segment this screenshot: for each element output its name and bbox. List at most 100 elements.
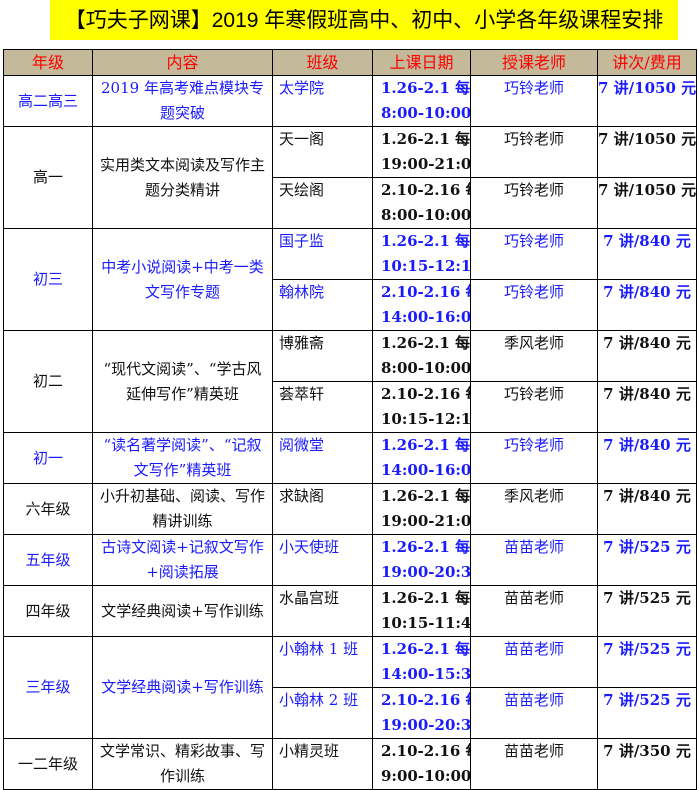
time-range: 19:00-21:00 [381, 155, 471, 173]
date-range: 1.26-2.1 每天 [381, 589, 471, 607]
teacher-cell: 巧铃老师 [470, 279, 598, 331]
date-range: 1.26-2.1 每天 [381, 640, 471, 658]
time-range: 8:00-10:00 [381, 359, 471, 377]
teacher-cell: 苗苗老师 [470, 585, 598, 637]
date-range: 1.26-2.1 每天 [381, 538, 471, 556]
fee-cell: 7 讲/1050 元 [597, 126, 697, 178]
fee-cell: 7 讲/1050 元 [597, 177, 697, 229]
time-range: 8:00-10:00 [381, 206, 471, 224]
content-cell: 实用类文本阅读及写作主题分类精讲 [92, 126, 273, 229]
teacher-cell: 巧铃老师 [470, 126, 598, 178]
page-title: 【巧夫子网课】2019 年寒假班高中、初中、小学各年级课程安排 [50, 0, 678, 40]
date-cell: 2.10-2.16 每天 9:00-10:00 [372, 738, 471, 790]
fee-cell: 7 讲/525 元 [597, 636, 697, 688]
header-class: 班级 [272, 49, 373, 76]
class-cell: 翰林院 [272, 279, 373, 331]
date-range: 1.26-2.1 每天 [381, 130, 471, 148]
header-date: 上课日期 [372, 49, 471, 76]
grade-cell: 初一 [3, 432, 93, 484]
date-cell: 2.10-2.16 每天 19:00-20:30 [372, 687, 471, 739]
time-range: 9:00-10:00 [381, 767, 471, 785]
time-range: 19:00-21:00 [381, 512, 471, 530]
teacher-cell: 苗苗老师 [470, 687, 598, 739]
time-range: 19:00-20:30 [381, 563, 471, 581]
class-cell: 求缺阁 [272, 483, 373, 535]
class-cell: 天一阁 [272, 126, 373, 178]
date-cell: 1.26-2.1 每天 14:00-16:00 [372, 432, 471, 484]
content-cell: 中考小说阅读+中考一类文写作专题 [92, 228, 273, 331]
class-cell: 国子监 [272, 228, 373, 280]
fee-cell: 7 讲/840 元 [597, 228, 697, 280]
content-cell: 文学经典阅读+写作训练 [92, 636, 273, 739]
date-range: 1.26-2.1 每天 [381, 334, 471, 352]
date-cell: 2.10-2.16 每天 14:00-16:00 [372, 279, 471, 331]
fee-cell: 7 讲/1050 元 [597, 75, 697, 127]
date-range: 1.26-2.1 每天 [381, 487, 471, 505]
time-range: 14:00-16:00 [381, 308, 471, 326]
fee-cell: 7 讲/525 元 [597, 534, 697, 586]
time-range: 14:00-15:30 [381, 665, 471, 683]
grade-cell: 初二 [3, 330, 93, 433]
fee-cell: 7 讲/840 元 [597, 432, 697, 484]
content-cell: “现代文阅读”、“学古风延伸写作”精英班 [92, 330, 273, 433]
grade-cell: 四年级 [3, 585, 93, 637]
date-cell: 1.26-2.1 每天 19:00-21:00 [372, 126, 471, 178]
table-row: 小翰林 2 班 2.10-2.16 每天 19:00-20:30苗苗老师7 讲/52… [4, 687, 697, 739]
fee-cell: 7 讲/350 元 [597, 738, 697, 790]
fee-cell: 7 讲/525 元 [597, 585, 697, 637]
date-cell: 1.26-2.1 每天 10:15-12:15 [372, 228, 471, 280]
class-cell: 荟萃轩 [272, 381, 373, 433]
date-cell: 1.26-2.1 每天 19:00-20:30 [372, 534, 471, 586]
date-range: 2.10-2.16 每天 [381, 691, 470, 709]
teacher-cell: 季风老师 [470, 483, 598, 535]
date-range: 2.10-2.16 每天 [381, 181, 470, 199]
class-cell: 天绘阁 [272, 177, 373, 229]
fee-cell: 7 讲/840 元 [597, 279, 697, 331]
grade-cell: 五年级 [3, 534, 93, 586]
class-cell: 小天使班 [272, 534, 373, 586]
grade-cell: 三年级 [3, 636, 93, 739]
time-range: 8:00-10:00 [381, 104, 471, 122]
content-cell: “读名著学阅读”、“记叙文写作”精英班 [92, 432, 273, 484]
fee-cell: 7 讲/840 元 [597, 381, 697, 433]
teacher-cell: 巧铃老师 [470, 228, 598, 280]
content-cell: 文学经典阅读+写作训练 [92, 585, 273, 637]
table-row: 荟萃轩 2.10-2.16 每天 10:15-12:15巧铃老师7 讲/840 元 [4, 381, 697, 433]
header-fee: 讲次/费用 [597, 49, 697, 76]
class-cell: 太学院 [272, 75, 373, 127]
teacher-cell: 巧铃老师 [470, 381, 598, 433]
grade-cell: 高二高三 [3, 75, 93, 127]
date-range: 2.10-2.16 每天 [381, 742, 470, 760]
content-cell: 古诗文阅读+记叙文写作+阅读拓展 [92, 534, 273, 586]
date-range: 1.26-2.1 每天 [381, 436, 471, 454]
time-range: 10:15-12:15 [381, 257, 471, 275]
content-cell: 小升初基础、阅读、写作精讲训练 [92, 483, 273, 535]
date-cell: 2.10-2.16 每天 8:00-10:00 [372, 177, 471, 229]
class-cell: 小翰林 1 班 [272, 636, 373, 688]
class-cell: 阅微堂 [272, 432, 373, 484]
class-cell: 小翰林 2 班 [272, 687, 373, 739]
date-range: 2.10-2.16 每天 [381, 283, 470, 301]
date-cell: 1.26-2.1 每天 10:15-11:45 [372, 585, 471, 637]
date-range: 1.26-2.1 每天 [381, 79, 471, 97]
header-teacher: 授课老师 [470, 49, 598, 76]
teacher-cell: 季风老师 [470, 330, 598, 382]
date-range: 2.10-2.16 每天 [381, 385, 470, 403]
time-range: 10:15-11:45 [381, 614, 471, 632]
date-cell: 1.26-2.1 每天 8:00-10:00 [372, 330, 471, 382]
teacher-cell: 巧铃老师 [470, 432, 598, 484]
date-cell: 1.26-2.1 每天 19:00-21:00 [372, 483, 471, 535]
time-range: 10:15-12:15 [381, 410, 471, 428]
time-range: 14:00-16:00 [381, 461, 471, 479]
header-row: 年级 内容 班级 上课日期 授课老师 讲次/费用 [3, 49, 697, 76]
